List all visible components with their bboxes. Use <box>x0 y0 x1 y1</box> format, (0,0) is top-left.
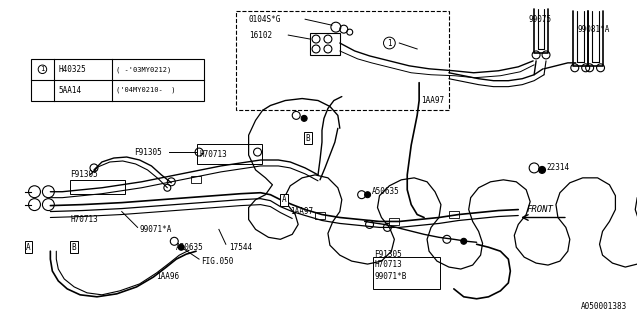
Text: H40325: H40325 <box>58 65 86 74</box>
Circle shape <box>301 116 307 121</box>
Text: 5AA14: 5AA14 <box>58 86 81 95</box>
Text: ( -'03MY0212): ( -'03MY0212) <box>116 66 171 73</box>
Text: F91305: F91305 <box>70 170 98 180</box>
Circle shape <box>539 166 545 173</box>
Text: FIG.050: FIG.050 <box>201 257 234 266</box>
Bar <box>236 11 449 110</box>
Text: H70713: H70713 <box>199 149 227 158</box>
Bar <box>197 144 262 164</box>
Text: 1: 1 <box>40 66 45 72</box>
Text: 1: 1 <box>387 38 392 48</box>
Text: F91305: F91305 <box>134 148 161 156</box>
Circle shape <box>179 244 184 250</box>
Bar <box>31 59 204 100</box>
Bar <box>449 211 459 218</box>
Text: 1AA96: 1AA96 <box>156 272 180 282</box>
Text: 99071*A: 99071*A <box>140 225 172 234</box>
Text: F91305: F91305 <box>374 250 403 259</box>
Text: B: B <box>72 243 76 252</box>
Text: 1AA97: 1AA97 <box>291 207 314 216</box>
Circle shape <box>365 192 371 198</box>
Circle shape <box>461 238 467 244</box>
Text: FRONT: FRONT <box>526 205 553 214</box>
Text: A: A <box>26 243 31 252</box>
Text: 99075: 99075 <box>528 15 551 24</box>
Text: 1AA97: 1AA97 <box>421 96 444 105</box>
Text: A50635: A50635 <box>176 243 204 252</box>
Bar <box>310 33 340 55</box>
Text: 99081*A: 99081*A <box>578 25 610 34</box>
Text: 0104S*G: 0104S*G <box>248 15 281 24</box>
Text: 22314: 22314 <box>546 164 569 172</box>
Bar <box>191 176 201 183</box>
Text: 16102: 16102 <box>248 31 272 40</box>
Text: A050001383: A050001383 <box>581 302 627 311</box>
Text: ('04MY0210-  ): ('04MY0210- ) <box>116 87 175 93</box>
Bar <box>315 212 325 219</box>
Bar <box>389 218 399 225</box>
Bar <box>372 257 440 289</box>
Bar <box>70 180 125 194</box>
Text: H70713: H70713 <box>70 215 98 224</box>
Text: 17544: 17544 <box>228 243 252 252</box>
Text: H70713: H70713 <box>374 260 403 268</box>
Text: 99071*B: 99071*B <box>374 272 407 282</box>
Text: A50635: A50635 <box>372 187 399 196</box>
Text: A: A <box>282 195 287 204</box>
Text: B: B <box>306 134 310 143</box>
